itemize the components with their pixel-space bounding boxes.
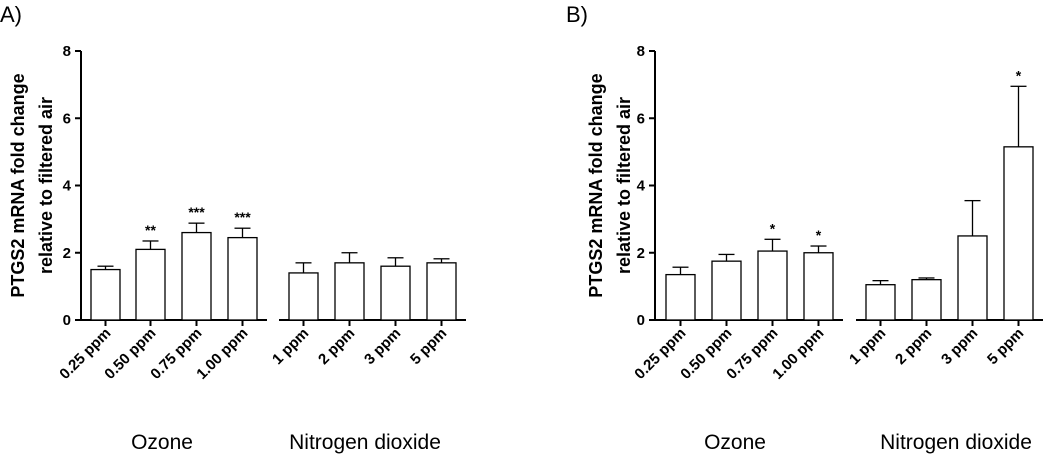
panel-a-bar-7 bbox=[380, 265, 411, 321]
panel-b-ytick-label-4: 4 bbox=[637, 178, 646, 195]
panel-b-ylabel-line-2: relative to filtered air bbox=[614, 97, 634, 274]
panel-a-category-label-4: 1.00 ppm bbox=[193, 325, 251, 383]
panel-b-bar-2 bbox=[711, 260, 742, 321]
panel-b-ytick-label-2: 2 bbox=[637, 245, 645, 262]
panel-b-category-label-5: 1 ppm bbox=[846, 325, 889, 368]
panel-a-ylabel-line-1: PTGS2 mRNA fold change bbox=[8, 73, 28, 297]
panel-a-ytick-label-8: 8 bbox=[63, 43, 71, 60]
panel-b-bar-3 bbox=[757, 250, 788, 321]
panel-b-category-label-8: 5 ppm bbox=[984, 325, 1027, 368]
panel-a-category-label-6: 2 ppm bbox=[315, 325, 358, 368]
panel-b-significance-4: * bbox=[816, 227, 822, 243]
panel-a-ylabel-line-2: relative to filtered air bbox=[36, 97, 56, 274]
panel-a-label: A) bbox=[0, 2, 22, 27]
panel-a-bar-6 bbox=[334, 262, 365, 321]
panel-a-bar-2 bbox=[135, 248, 166, 321]
panel-b-category-label-6: 2 ppm bbox=[892, 325, 935, 368]
panel-a-ytick-label-6: 6 bbox=[63, 110, 71, 127]
panel-b-group-label-2: Nitrogen dioxide bbox=[880, 431, 1032, 454]
panel-b-bar-1 bbox=[665, 273, 696, 321]
panel-a-group-label-1: Ozone bbox=[131, 431, 193, 454]
panel-b-significance-8: * bbox=[1016, 67, 1022, 83]
panel-b-bar-7 bbox=[957, 235, 988, 321]
panel-b-bar-8 bbox=[1003, 146, 1034, 321]
panel-a-category-label-7: 3 ppm bbox=[361, 325, 404, 368]
panel-b-category-label-7: 3 ppm bbox=[938, 325, 981, 368]
panel-a-ytick-label-4: 4 bbox=[63, 178, 72, 195]
panel-a-bar-4 bbox=[227, 236, 258, 321]
panel-a-bar-8 bbox=[426, 262, 457, 321]
panel-b-category-label-4: 1.00 ppm bbox=[769, 325, 827, 383]
panel-b-group-label-1: Ozone bbox=[704, 431, 766, 454]
panel-b-ytick-label-6: 6 bbox=[637, 110, 645, 127]
panel-a-bar-1 bbox=[90, 268, 121, 321]
panel-b-bar-5 bbox=[865, 284, 896, 321]
panel-a-ytick-label-2: 2 bbox=[63, 245, 71, 262]
panel-a-significance-4: *** bbox=[234, 209, 251, 225]
panel-a-ytick-label-0: 0 bbox=[63, 312, 71, 329]
panel-a-significance-3: *** bbox=[188, 204, 205, 220]
panel-b-significance-3: * bbox=[770, 220, 776, 236]
panel-a-bar-5 bbox=[288, 272, 319, 321]
panel-b-ylabel-line-1: PTGS2 mRNA fold change bbox=[586, 73, 606, 297]
panel-a-bar-3 bbox=[181, 231, 212, 321]
panel-b-ytick-label-0: 0 bbox=[637, 312, 645, 329]
panel-a-category-label-8: 5 ppm bbox=[407, 325, 450, 368]
panel-a-group-label-2: Nitrogen dioxide bbox=[289, 431, 441, 454]
panel-b-bar-6 bbox=[911, 278, 942, 321]
panel-b-label: B) bbox=[566, 2, 588, 27]
panel-a-category-label-5: 1 ppm bbox=[269, 325, 312, 368]
panel-b-bar-4 bbox=[803, 252, 834, 321]
panel-a-significance-2: ** bbox=[145, 222, 156, 238]
panel-b-ytick-label-8: 8 bbox=[637, 43, 645, 60]
